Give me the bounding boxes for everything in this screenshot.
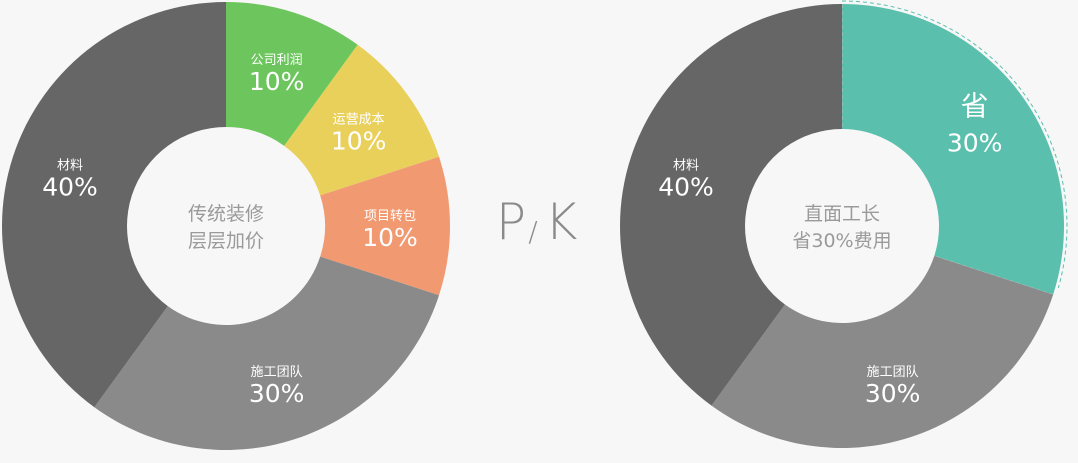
donut-1-center-text-0: 直面工长 [804,203,880,225]
pk-versus-label: P / K [496,193,578,251]
donut-0-slice-1 [284,44,440,196]
donut-0-slice-4-value: 40% [42,172,98,201]
donut-0-slice-4-label: 材料 [57,158,83,173]
donut-1-slice-0 [842,4,1064,295]
donut-1-slice-1-value: 30% [865,379,921,408]
donut-1-center-text-1: 省30%费用 [792,230,891,252]
donut-0-slice-2-value: 10% [362,223,418,252]
donut-1-slice-2-value: 40% [658,172,714,201]
savings-inner-dashed-arc [847,124,944,248]
donut-0-slice-3 [94,256,440,450]
donut-0-slice-0-label: 公司利润 [251,53,303,68]
donut-0-slice-2-label: 项目转包 [364,209,416,224]
pk-slash: / [528,215,537,248]
donut-0-slice-3-value: 30% [249,379,305,408]
donut-0-slice-1-value: 10% [331,127,387,156]
donut-0-slice-0 [226,2,358,146]
donut-0-slice-2 [320,156,451,296]
donut-1-slice-0-value: 30% [947,129,1003,158]
donut-0-slice-0-value: 10% [249,67,305,96]
donut-0-center-text-1: 层层加价 [188,230,264,252]
donut-1-slice-2 [620,4,842,406]
donut-0-center-text-0: 传统装修 [188,203,264,225]
pk-letter-k: K [545,193,578,251]
donut-0-slice-4 [1,2,227,408]
traditional-donut-chart: 公司利润10%运营成本10%项目转包10%施工团队30%材料40%传统装修层层加… [1,2,451,450]
donut-1-slice-1 [711,255,1054,448]
donut-1-slice-1-label: 施工团队 [867,365,919,380]
donut-1-slice-2-label: 材料 [673,158,699,173]
pk-letter-p: P [496,193,526,251]
donut-0-slice-1-label: 运营成本 [333,113,385,128]
donut-1-slice-0-label: 省 [961,90,989,123]
donut-0-slice-3-label: 施工团队 [251,365,303,380]
